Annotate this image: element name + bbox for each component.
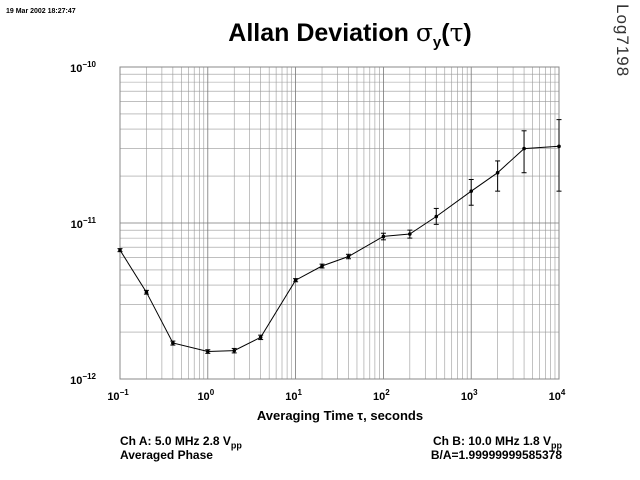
averaged-phase-label: Averaged Phase	[120, 448, 213, 462]
data-point	[408, 232, 412, 236]
title-tau: τ	[449, 18, 464, 47]
data-point	[557, 144, 561, 149]
x-tick-label: 101	[285, 388, 302, 403]
data-point	[381, 234, 386, 239]
timestamp: 19 Mar 2002 18:27:47	[6, 8, 76, 15]
data-point	[434, 214, 439, 219]
plot-frame	[119, 66, 560, 380]
channel-a-subscript: pp	[230, 440, 242, 451]
data-point	[258, 335, 263, 340]
x-tick-label: 102	[373, 388, 390, 403]
x-tick-label: 10−1	[107, 388, 129, 403]
channel-b-subscript: pp	[551, 440, 562, 451]
title-subscript: y	[432, 34, 442, 51]
channel-a-info: Ch A: 5.0 MHz 2.8 Vpp	[120, 434, 242, 450]
data-point	[206, 349, 210, 354]
title-paren-open: (	[441, 19, 450, 47]
title-paren-close: )	[463, 19, 472, 47]
x-tick-label: 103	[461, 388, 478, 403]
channel-b-info: Ch B: 10.0 MHz 1.8 Vpp	[433, 434, 562, 450]
x-tick-label: 104	[549, 388, 566, 403]
series-line	[119, 145, 560, 353]
frequency-ratio: B/A=1.99999999585378	[430, 448, 562, 462]
data-point	[320, 264, 324, 268]
data-point	[144, 290, 149, 295]
chart-title: Allan Deviation σy(τ)	[120, 18, 580, 51]
data-point	[293, 278, 298, 282]
channel-b-text: Ch B: 10.0 MHz 1.8 V	[432, 434, 551, 448]
data-point	[346, 254, 351, 259]
data-point	[495, 170, 500, 175]
data-point	[118, 248, 122, 252]
data-point	[522, 146, 526, 151]
log-id: Log7198	[613, 4, 632, 78]
data-point	[469, 189, 474, 193]
x-axis-label: Averaging Time τ, seconds	[256, 408, 424, 423]
title-text: Allan Deviation	[228, 19, 409, 47]
channel-a-text: Ch A: 5.0 MHz 2.8 V	[120, 434, 231, 448]
data-point	[232, 348, 237, 353]
y-tick-label: 10−11	[71, 216, 97, 231]
data-point	[171, 341, 175, 345]
title-sigma: σ	[415, 18, 433, 47]
y-tick-label: 10−12	[70, 372, 96, 387]
y-tick-label: 10−10	[70, 60, 96, 75]
x-tick-label: 100	[197, 388, 214, 403]
